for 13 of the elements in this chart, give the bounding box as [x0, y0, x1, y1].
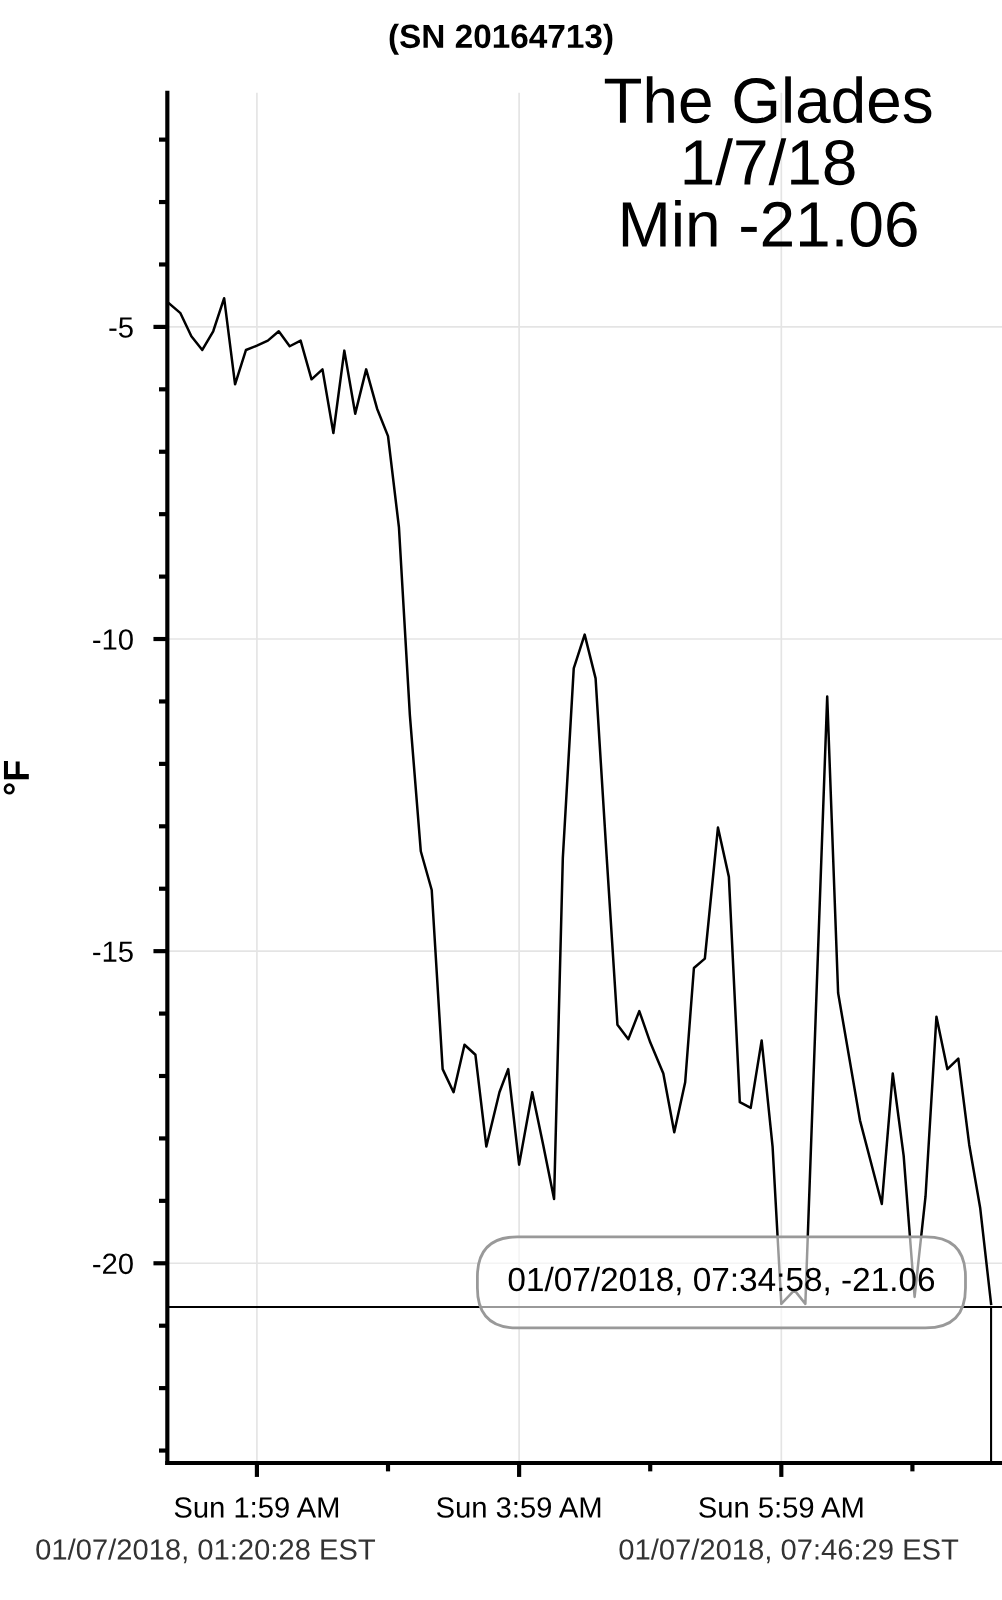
- x-tick-label: Sun 1:59 AM: [174, 1497, 339, 1518]
- y-tick-label: -20: [93, 1253, 133, 1275]
- text: 01/07/2018, 07:46:29 EST: [619, 1538, 959, 1564]
- x-tick-label: Sun 3:59 AM: [436, 1497, 601, 1518]
- y-tick-label: -5: [109, 317, 133, 338]
- annotation: The Glades 1/7/18 Min -21.06: [604, 76, 932, 248]
- x-tick-label: Sun 5:59 AM: [699, 1497, 863, 1518]
- y-tick-label: -15: [93, 941, 133, 963]
- y-tick-label: -10: [93, 629, 133, 650]
- annotation: 01/07/2018, 07:34:58, -21.06: [508, 1266, 935, 1296]
- text: 01/07/2018, 01:20:28 EST: [36, 1538, 376, 1564]
- y-axis-title: °F: [3, 760, 29, 795]
- chart-title: (SN 20164713): [389, 23, 613, 55]
